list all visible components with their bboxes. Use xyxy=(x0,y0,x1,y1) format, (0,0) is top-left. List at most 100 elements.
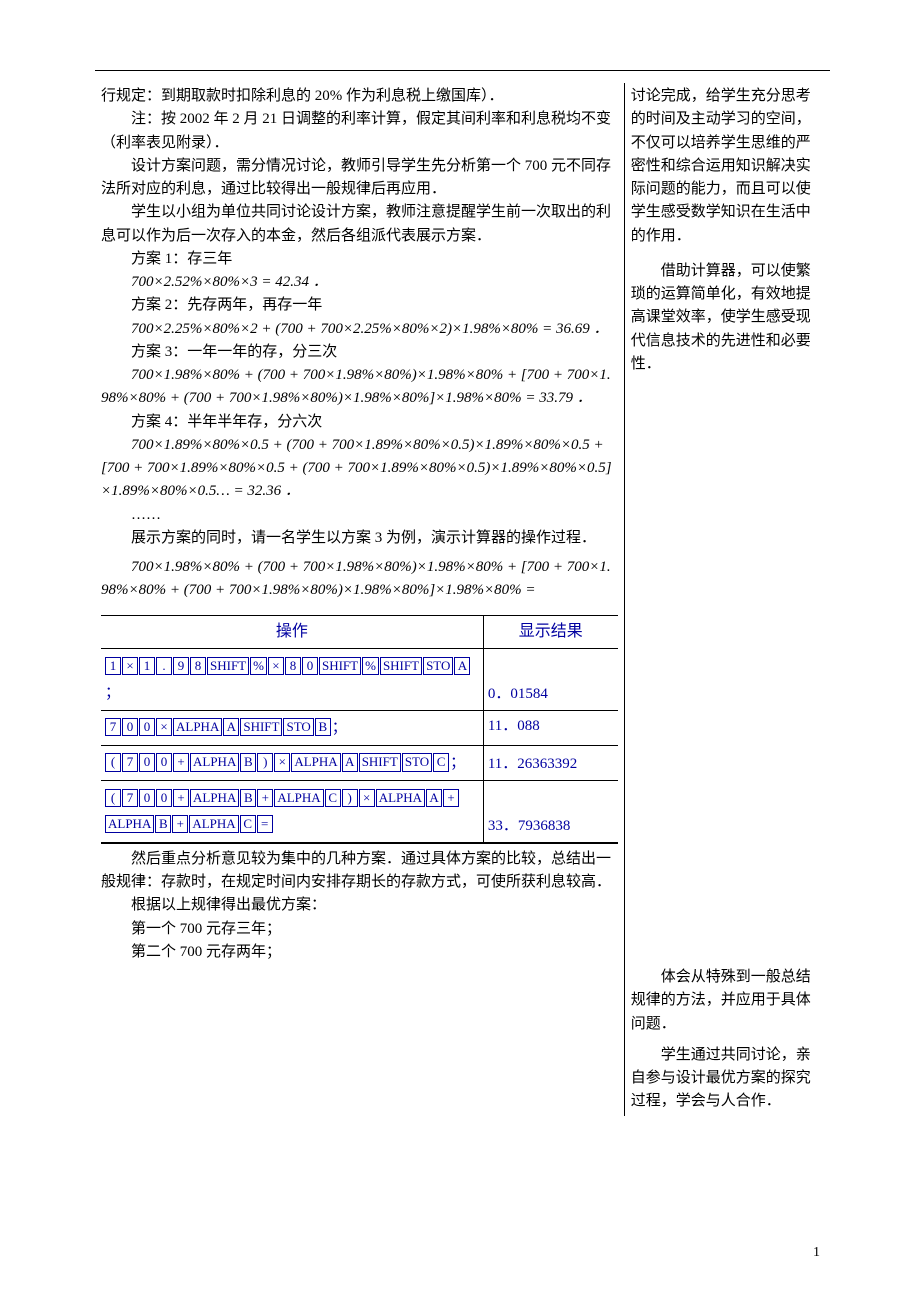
header-result: 显示结果 xyxy=(483,615,617,649)
calc-key: 9 xyxy=(173,657,189,675)
header-operation: 操作 xyxy=(101,615,483,649)
table-row: 700×ALPHAASHIFTSTOB； 11．088 xyxy=(101,710,618,745)
table-row: 1×1.98SHIFT%×80SHIFT%SHIFTSTOA； 0．01584 xyxy=(101,649,618,711)
op-cell: (700+ALPHAB+ALPHAC)×ALPHAA+ALPHAB+ALPHAC… xyxy=(101,781,483,843)
top-divider xyxy=(95,70,830,71)
calc-key: C xyxy=(325,789,341,807)
calc-key: C xyxy=(240,815,256,833)
calc-key: 0 xyxy=(156,789,172,807)
result-cell: 0．01584 xyxy=(483,649,617,711)
paragraph: 然后重点分析意见较为集中的几种方案．通过具体方案的比较，总结出一般规律：存款时，… xyxy=(101,848,618,895)
result-cell: 33．7936838 xyxy=(483,781,617,843)
calc-key: ( xyxy=(105,789,121,807)
right-column: 讨论完成，给学生充分思考的时间及主动学习的空间，不仅可以培养学生思维的严密性和综… xyxy=(624,83,830,1116)
calc-key: ALPHA xyxy=(274,789,323,807)
formula: 700×1.98%×80% + (700 + 700×1.98%×80%)×1.… xyxy=(101,550,618,609)
calc-key: % xyxy=(362,657,379,675)
calc-key: 7 xyxy=(122,789,138,807)
calc-key: B xyxy=(155,815,171,833)
calc-key: 0 xyxy=(139,753,155,771)
plan-label: 方案 3：一年一年的存，分三次 xyxy=(101,341,618,364)
calc-key: ALPHA xyxy=(190,753,239,771)
calc-key: + xyxy=(443,789,459,807)
result-cell: 11．26363392 xyxy=(483,746,617,781)
calc-key: 8 xyxy=(285,657,301,675)
page-number: 1 xyxy=(813,1242,820,1264)
calc-key: 0 xyxy=(302,657,318,675)
formula: 700×1.89%×80%×0.5 + (700 + 700×1.89%×80%… xyxy=(101,434,618,504)
calc-key: + xyxy=(257,789,273,807)
calc-key: × xyxy=(359,789,375,807)
paragraph: 行规定：到期取款时扣除利息的 20% 作为利息税上缴国库）． xyxy=(101,85,618,108)
calc-key: A xyxy=(454,657,470,675)
calc-key: 1 xyxy=(139,657,155,675)
calc-key: SHIFT xyxy=(207,657,249,675)
calc-key: 0 xyxy=(156,753,172,771)
calc-key: + xyxy=(173,753,189,771)
calc-key: B xyxy=(315,718,331,736)
calc-key: A xyxy=(223,718,239,736)
calc-key: ALPHA xyxy=(190,789,239,807)
paragraph: 设计方案问题，需分情况讨论，教师引导学生先分析第一个 700 元不同存法所对应的… xyxy=(101,155,618,202)
calc-key: = xyxy=(257,815,273,833)
plan-label: 方案 1：存三年 xyxy=(101,248,618,271)
paragraph: 根据以上规律得出最优方案： xyxy=(101,894,618,917)
calc-key: ALPHA xyxy=(189,815,238,833)
calc-key: B xyxy=(240,789,256,807)
calc-key: SHIFT xyxy=(359,753,401,771)
calc-key: A xyxy=(342,753,358,771)
calc-key: × xyxy=(274,753,290,771)
calc-key: 7 xyxy=(122,753,138,771)
paragraph: 第二个 700 元存两年； xyxy=(101,941,618,964)
left-column: 行规定：到期取款时扣除利息的 20% 作为利息税上缴国库）． 注：按 2002 … xyxy=(95,83,624,1116)
calc-key: A xyxy=(426,789,442,807)
commentary: 学生通过共同讨论，亲自参与设计最优方案的探究过程，学会与人合作． xyxy=(631,1044,824,1114)
calc-key: B xyxy=(240,753,256,771)
calc-key: ALPHA xyxy=(291,753,340,771)
plan-label: 方案 2：先存两年，再存一年 xyxy=(101,294,618,317)
calc-key: + xyxy=(173,789,189,807)
calc-key: SHIFT xyxy=(240,718,282,736)
paragraph: 学生以小组为单位共同讨论设计方案，教师注意提醒学生前一次取出的利息可以作为后一次… xyxy=(101,201,618,248)
calculator-table: 操作 显示结果 1×1.98SHIFT%×80SHIFT%SHIFTSTOA； … xyxy=(101,615,618,843)
calc-key: 7 xyxy=(105,718,121,736)
commentary: 讨论完成，给学生充分思考的时间及主动学习的空间，不仅可以培养学生思维的严密性和综… xyxy=(631,85,824,248)
formula: 700×2.25%×80%×2 + (700 + 700×2.25%×80%×2… xyxy=(101,318,618,341)
calc-key: 1 xyxy=(105,657,121,675)
conclusion-block: 然后重点分析意见较为集中的几种方案．通过具体方案的比较，总结出一般规律：存款时，… xyxy=(101,843,618,964)
formula: 700×1.98%×80% + (700 + 700×1.98%×80%)×1.… xyxy=(101,364,618,411)
calc-key: SHIFT xyxy=(319,657,361,675)
calc-key: ALPHA xyxy=(376,789,425,807)
calc-key: 8 xyxy=(190,657,206,675)
paragraph: 第一个 700 元存三年； xyxy=(101,918,618,941)
calc-key: 0 xyxy=(139,789,155,807)
paragraph: 展示方案的同时，请一名学生以方案 3 为例，演示计算器的操作过程． xyxy=(101,527,618,550)
table-header-row: 操作 显示结果 xyxy=(101,615,618,649)
calc-key: ALPHA xyxy=(105,815,154,833)
table-row: (700+ALPHAB+ALPHAC)×ALPHAA+ALPHAB+ALPHAC… xyxy=(101,781,618,843)
result-cell: 11．088 xyxy=(483,710,617,745)
calc-key: + xyxy=(172,815,188,833)
calc-key: ALPHA xyxy=(173,718,222,736)
plan-label: 方案 4：半年半年存，分六次 xyxy=(101,411,618,434)
calc-key: STO xyxy=(423,657,453,675)
calc-key: ) xyxy=(342,789,358,807)
op-cell: (700+ALPHAB)×ALPHAASHIFTSTOC； xyxy=(101,746,483,781)
calc-key: % xyxy=(250,657,267,675)
calc-key: ) xyxy=(257,753,273,771)
paragraph: 注：按 2002 年 2 月 21 日调整的利率计算，假定其间利率和利息税均不变… xyxy=(101,108,618,155)
calc-key: × xyxy=(268,657,284,675)
calc-key: 0 xyxy=(122,718,138,736)
dots: …… xyxy=(101,504,618,527)
page: 行规定：到期取款时扣除利息的 20% 作为利息税上缴国库）． 注：按 2002 … xyxy=(0,0,920,1302)
commentary: 体会从特殊到一般总结规律的方法，并应用于具体问题． xyxy=(631,966,824,1036)
calc-key: × xyxy=(122,657,138,675)
op-cell: 700×ALPHAASHIFTSTOB； xyxy=(101,710,483,745)
calc-key: ( xyxy=(105,753,121,771)
calc-key: × xyxy=(156,718,172,736)
calc-key: SHIFT xyxy=(380,657,422,675)
table-row: (700+ALPHAB)×ALPHAASHIFTSTOC； 11．2636339… xyxy=(101,746,618,781)
calc-key: STO xyxy=(402,753,432,771)
calc-key: STO xyxy=(283,718,313,736)
commentary: 借助计算器，可以使繁琐的运算简单化，有效地提高课堂效率，使学生感受现代信息技术的… xyxy=(631,260,824,376)
